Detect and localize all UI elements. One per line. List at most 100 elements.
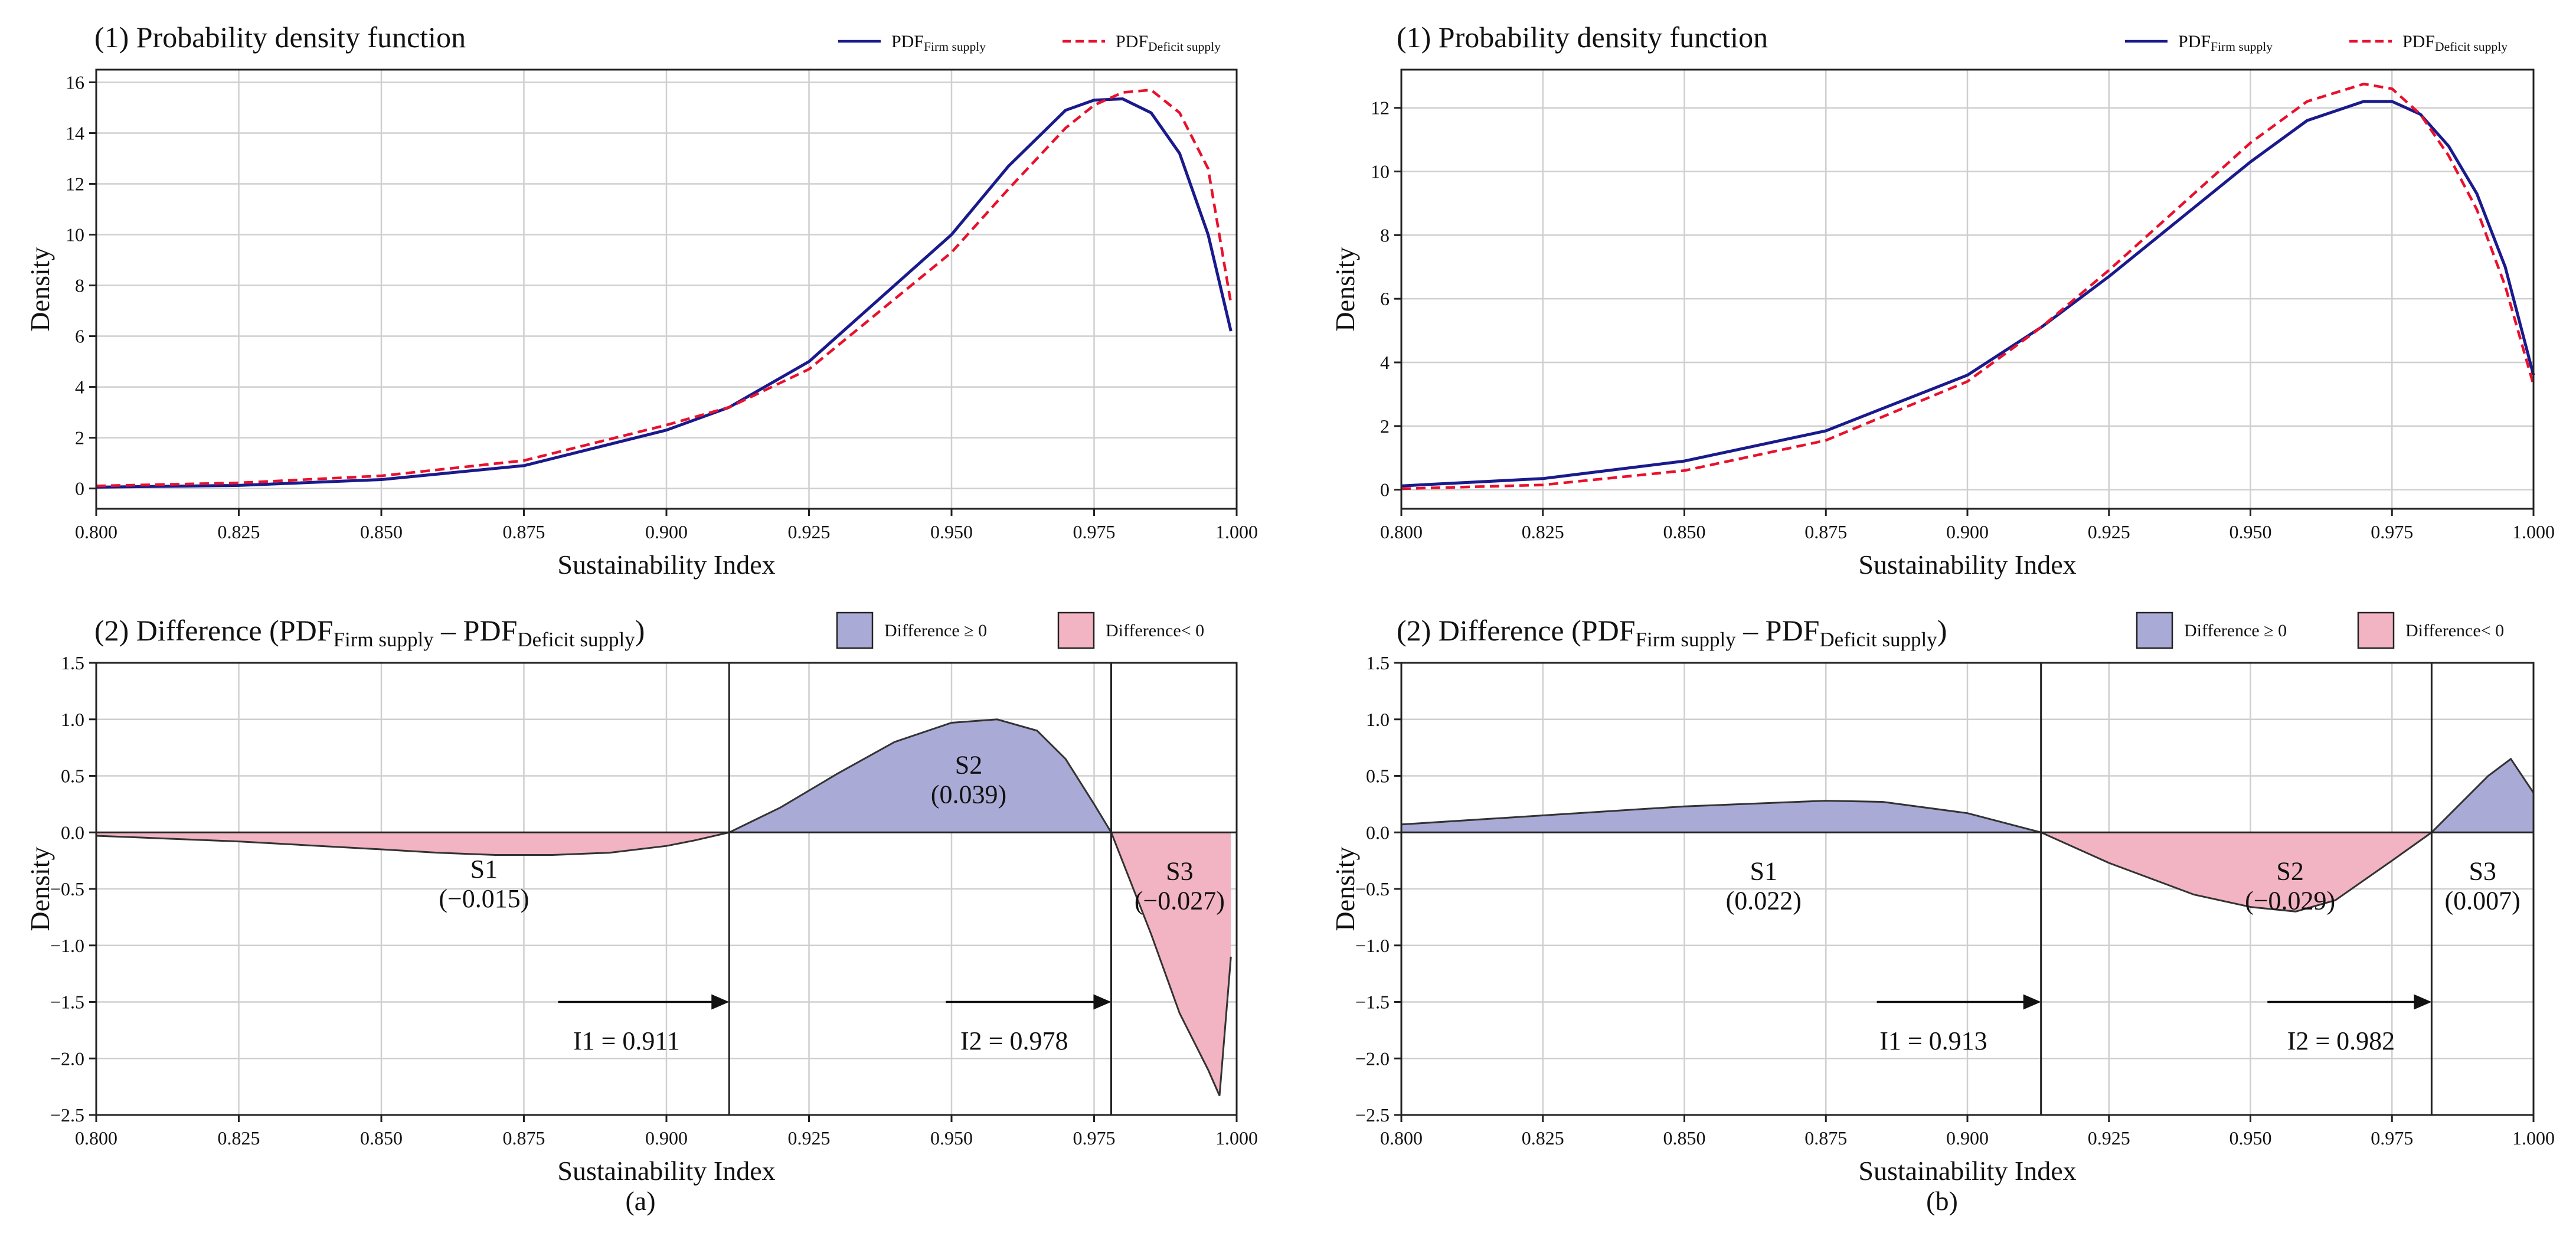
x-tick-label: 0.875 [503, 1127, 545, 1149]
x-tick-label: 0.900 [1946, 521, 1989, 542]
x-tick-label: 1.000 [2512, 1127, 2555, 1149]
x-tick-label: 0.850 [1663, 521, 1706, 542]
x-tick-label: 0.950 [2230, 521, 2272, 542]
y-tick-label: 4 [75, 377, 84, 398]
x-tick-label: 0.900 [645, 1127, 688, 1149]
legend-firm-label: PDFFirm supply [2178, 32, 2273, 54]
y-tick-label: −2.5 [50, 1104, 84, 1126]
y-tick-label: 12 [66, 174, 84, 195]
x-axis-title: Sustainability Index [1858, 550, 2076, 580]
intersection-label: I1 = 0.911 [573, 1026, 680, 1055]
y-tick-label: 16 [66, 72, 84, 93]
x-tick-label: 0.800 [75, 1127, 117, 1149]
x-tick-label: 0.825 [218, 521, 260, 542]
x-tick-label: 0.975 [1073, 521, 1116, 542]
legend-positive-label: Difference ≥ 0 [884, 621, 987, 640]
x-tick-label: 1.000 [1215, 1127, 1258, 1149]
x-tick-label: 0.925 [788, 521, 831, 542]
y-tick-label: −2.5 [1355, 1104, 1390, 1126]
y-tick-label: 2 [1380, 416, 1390, 437]
region-value: (0.039) [931, 780, 1006, 809]
difference-curve [96, 718, 1232, 1097]
pdf-firm-supply-line [96, 97, 1233, 489]
x-tick-label: 0.900 [1946, 1127, 1989, 1149]
x-tick-label: 0.925 [2088, 521, 2130, 542]
y-tick-label: 1.0 [1366, 709, 1390, 730]
x-tick-label: 0.975 [2371, 1127, 2413, 1149]
x-tick-label: 0.950 [930, 521, 973, 542]
y-axis-title: Density [1330, 846, 1360, 931]
region-value: (−0.015) [439, 884, 529, 913]
chart-a-pdf: 0.800 0.825 0.850 0.875 0.900 0.925 0.950 0.975… [25, 21, 1258, 580]
panel-title: (2) Difference (PDFFirm supply – PDFDefi… [94, 614, 645, 651]
x-tick-label: 0.975 [1073, 1127, 1116, 1149]
arrow-head [1093, 994, 1112, 1010]
pdf-firm-supply-line [1401, 100, 2535, 488]
region-label: S1 [1750, 857, 1777, 886]
x-tick-label: 0.850 [360, 521, 403, 542]
negative-difference-area [96, 832, 730, 855]
y-tick-label: 12 [1371, 97, 1390, 119]
legend-deficit-label: PDFDeficit supply [1116, 32, 1221, 54]
x-tick-label: 0.950 [930, 1127, 973, 1149]
chart-b-pdf: 0.800 0.825 0.850 0.875 0.900 0.925 0.950 0.975… [1330, 21, 2555, 580]
x-tick-label: 0.950 [2230, 1127, 2272, 1149]
y-tick-label: −1.0 [50, 935, 84, 956]
region-value: (−0.027) [1135, 887, 1225, 915]
y-tick-label: −2.0 [50, 1048, 84, 1069]
x-tick-label: 1.000 [2512, 521, 2555, 542]
y-tick-label: 0 [75, 478, 84, 499]
legend-positive-swatch [2136, 611, 2173, 649]
legend-negative-label: Difference< 0 [2405, 621, 2504, 640]
panel-title: (1) Probability density function [94, 21, 466, 54]
panel-title: (1) Probability density function [1397, 21, 1768, 54]
x-axis-title: Sustainability Index [1858, 1156, 2076, 1186]
x-tick-label: 0.825 [1522, 1127, 1564, 1149]
difference-curve [1401, 757, 2535, 913]
x-tick-label: 0.850 [1663, 1127, 1706, 1149]
y-axis-title: Density [25, 846, 55, 931]
region-value: (0.007) [2445, 887, 2521, 915]
x-tick-label: 0.850 [360, 1127, 403, 1149]
legend-positive-swatch [836, 611, 874, 649]
x-tick-label: 0.925 [2088, 1127, 2130, 1149]
legend-positive-label: Difference ≥ 0 [2184, 621, 2287, 640]
x-tick-label: 0.825 [1522, 521, 1564, 542]
y-tick-label: 1.5 [1366, 652, 1390, 673]
y-tick-label: 2 [75, 427, 84, 449]
y-tick-label: 4 [1380, 352, 1390, 373]
negative-difference-area [2041, 832, 2432, 912]
y-tick-label: 0.0 [1366, 822, 1390, 843]
y-tick-label: 1.0 [61, 709, 84, 730]
legend-negative-swatch [2357, 611, 2395, 649]
x-tick-label: 0.875 [1804, 1127, 1847, 1149]
arrow-head [711, 994, 730, 1010]
y-tick-label: 8 [75, 275, 84, 296]
negative-difference-area [1111, 832, 1231, 1096]
y-tick-label: 6 [1380, 288, 1390, 309]
positive-difference-area [729, 719, 1112, 833]
x-tick-label: 0.800 [1380, 521, 1423, 542]
x-tick-label: 0.875 [1804, 521, 1847, 542]
intersection-label: I1 = 0.913 [1879, 1026, 1987, 1055]
x-tick-label: 0.900 [645, 521, 688, 542]
y-tick-label: −2.0 [1355, 1048, 1390, 1069]
y-tick-label: −0.5 [1355, 878, 1390, 900]
y-axis-title: Density [1330, 247, 1360, 331]
y-tick-label: −1.5 [50, 992, 84, 1013]
x-tick-label: 0.800 [1380, 1127, 1423, 1149]
y-tick-label: 6 [75, 326, 84, 347]
y-tick-label: 14 [66, 123, 84, 144]
region-label: S2 [2276, 857, 2303, 886]
y-tick-label: 10 [66, 224, 84, 246]
x-axis-title: Sustainability Index [557, 550, 775, 580]
y-tick-label: 0.0 [61, 822, 84, 843]
y-tick-label: 10 [1371, 161, 1390, 182]
region-label: S1 [470, 855, 498, 884]
x-tick-label: 0.975 [2371, 521, 2413, 542]
y-tick-label: 0.5 [61, 766, 84, 787]
x-tick-label: 0.925 [788, 1127, 831, 1149]
y-tick-label: −0.5 [50, 878, 84, 900]
pdf-deficit-supply-line [1401, 83, 2535, 490]
y-tick-label: −1.5 [1355, 992, 1390, 1013]
